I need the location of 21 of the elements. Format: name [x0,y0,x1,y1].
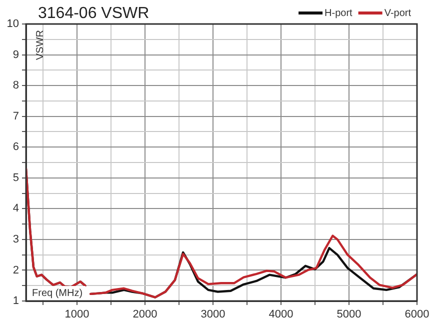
x-tick-label: 4000 [268,308,294,321]
y-tick-label: 10 [6,18,19,30]
y-tick-label: 3 [12,233,19,246]
y-tick-label: 1 [12,295,19,308]
y-tick-label: 9 [12,48,19,61]
y-tick-label: 8 [12,80,19,92]
legend-label: V-port [384,8,412,19]
y-tick-label: 2 [12,264,19,276]
legend-label: H-port [324,8,353,19]
x-axis-title: Freq (MHz) [32,288,83,299]
chart-title: 3164-06 VSWR [38,5,150,22]
x-tick-label: 3000 [200,308,226,321]
y-tick-label: 6 [12,141,19,154]
x-tick-label: 5000 [336,308,362,321]
y-axis-title: VSWR [34,30,46,60]
x-tick-label: 6000 [404,308,430,321]
y-tick-label: 4 [12,202,19,215]
y-tick-label: 5 [12,172,19,184]
x-tick-label: 2000 [132,308,158,321]
x-tick-label: 1000 [64,308,90,321]
y-tick-label: 7 [12,110,19,122]
